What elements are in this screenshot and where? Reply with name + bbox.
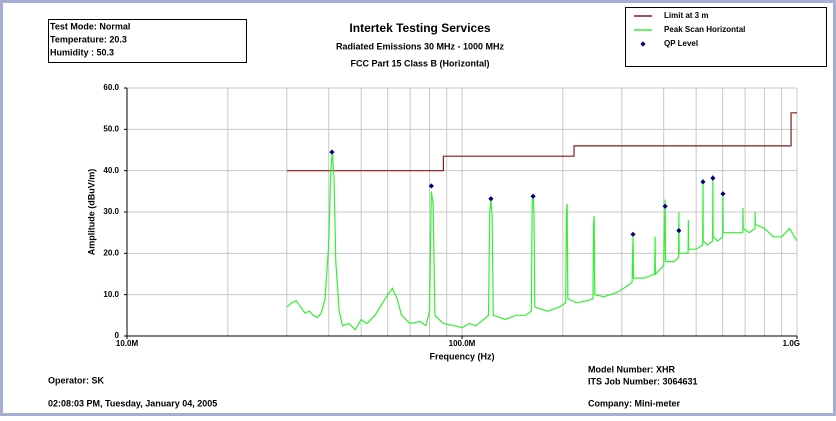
- legend-box: [625, 7, 827, 67]
- y-tick-label: 50.0: [103, 124, 119, 133]
- qp-marker: [630, 231, 636, 237]
- legend-marker: [640, 41, 646, 47]
- qp-marker: [676, 228, 682, 234]
- footer-text: Operator: SK: [48, 375, 105, 385]
- qp-marker: [530, 193, 536, 199]
- footer-text: 02:08:03 PM, Tuesday, January 04, 2005: [48, 398, 217, 408]
- legend-label: Limit at 3 m: [664, 11, 708, 20]
- info-text: Temperature: 20.3: [50, 34, 127, 44]
- y-tick-label: 40.0: [103, 166, 119, 175]
- info-text: Humidity : 50.3: [50, 47, 114, 57]
- y-tick-label: 20.0: [103, 248, 119, 257]
- chart-title: Intertek Testing Services: [349, 21, 490, 35]
- y-tick-label: 0: [115, 331, 120, 340]
- info-box: [48, 19, 247, 63]
- x-tick-label: 100.0M: [449, 339, 476, 348]
- x-tick-label: 10.0M: [116, 339, 139, 348]
- qp-marker: [710, 175, 716, 181]
- footer-text: ITS Job Number: 3064631: [588, 376, 698, 386]
- qp-marker: [329, 149, 335, 155]
- y-tick-label: 30.0: [103, 207, 119, 216]
- x-axis-label: Frequency (Hz): [429, 351, 494, 361]
- legend-label: Peak Scan Horizontal: [664, 25, 745, 34]
- footer-text: Company: Mini-meter: [588, 398, 681, 408]
- info-text: Test Mode: Normal: [50, 21, 130, 31]
- legend-label: QP Level: [664, 39, 698, 48]
- series-line: [286, 149, 798, 331]
- x-tick-label: 1.0G: [783, 339, 800, 348]
- qp-marker: [700, 179, 706, 185]
- y-tick-label: 60.0: [103, 83, 119, 92]
- qp-marker: [488, 196, 494, 202]
- y-tick-label: 10.0: [103, 290, 119, 299]
- qp-marker: [428, 183, 434, 189]
- chart-subtitle: Radiated Emissions 30 MHz - 1000 MHz: [336, 41, 505, 51]
- qp-marker: [720, 191, 726, 197]
- qp-marker: [662, 203, 668, 209]
- y-axis-label: Amplitude (dBuV/m): [86, 169, 96, 256]
- footer-text: Model Number: XHR: [588, 364, 676, 374]
- chart-subtitle: FCC Part 15 Class B (Horizontal): [350, 58, 489, 68]
- series-line: [286, 112, 797, 172]
